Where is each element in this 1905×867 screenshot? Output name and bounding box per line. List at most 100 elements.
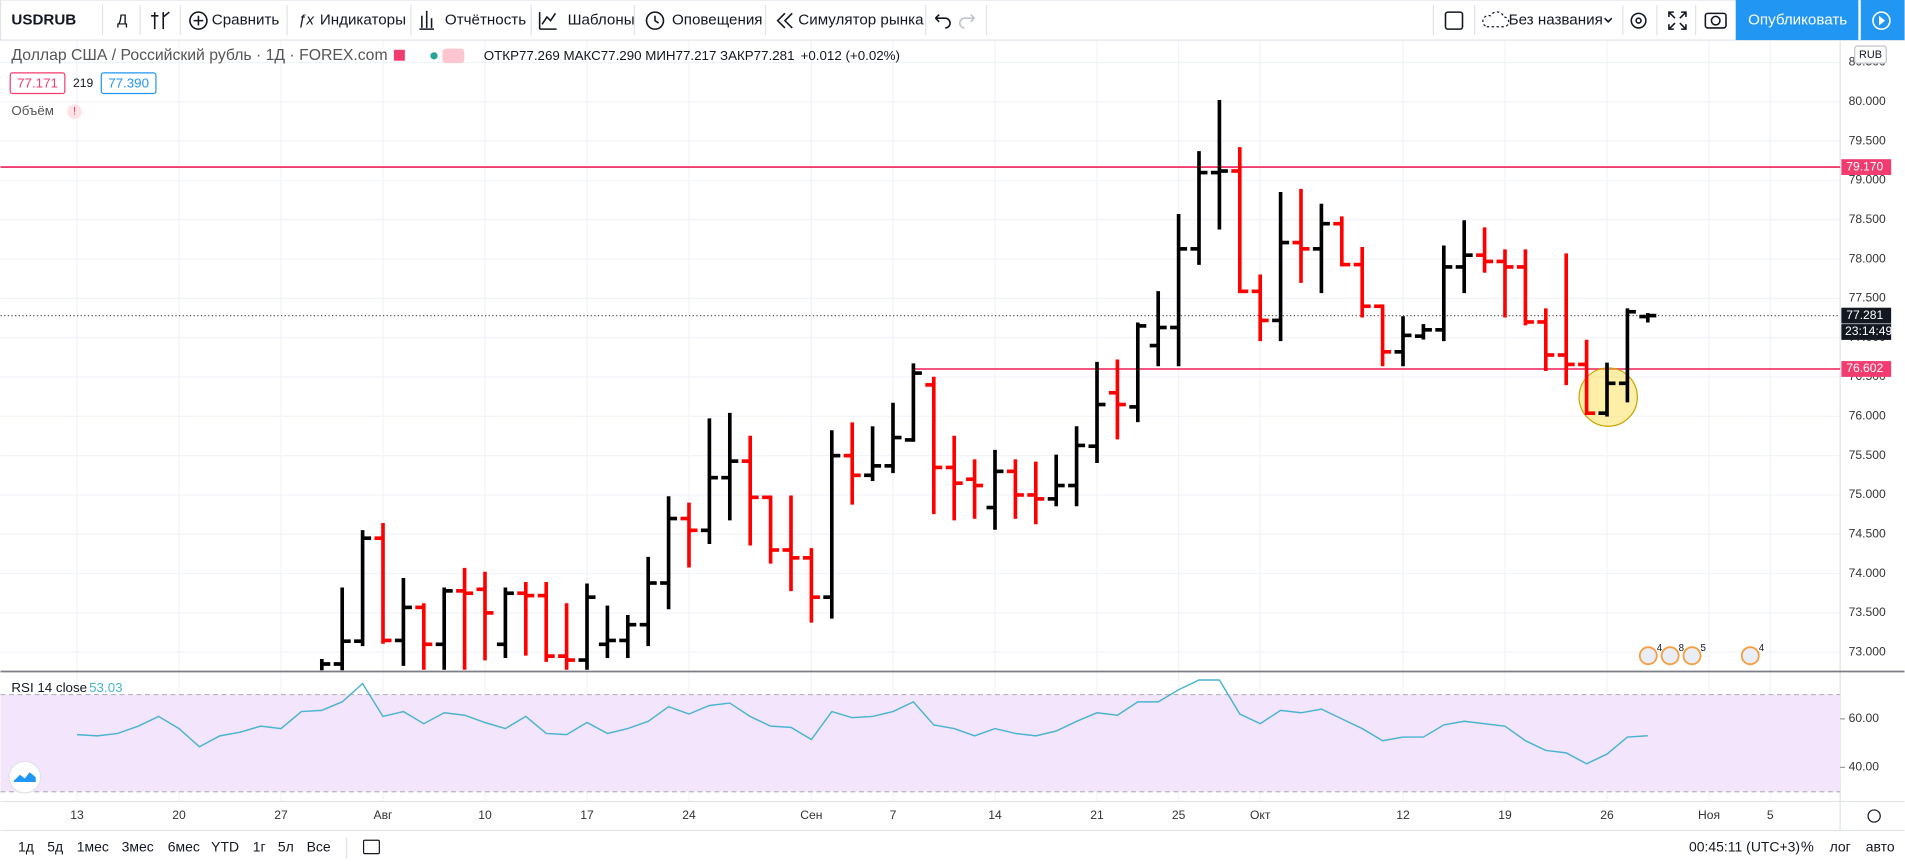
bid-box xyxy=(9,72,66,95)
ask: 77.390 xyxy=(108,75,149,90)
range-button[interactable]: 5л xyxy=(278,838,294,854)
rsi-value: 53.03 xyxy=(89,680,122,695)
alerts[interactable]: Оповещения xyxy=(672,12,763,29)
y-tick-label: 76.000 xyxy=(1849,409,1886,423)
log[interactable]: лог xyxy=(1830,838,1851,854)
symbol[interactable]: USDRUB xyxy=(11,12,76,29)
rsi-line xyxy=(76,679,1648,765)
y-tick-label: 78.000 xyxy=(1849,251,1886,265)
cloud-icon[interactable] xyxy=(1482,11,1510,28)
last-price-bg xyxy=(1841,307,1892,324)
volume-warning xyxy=(67,104,82,119)
range-button[interactable]: 3мес xyxy=(122,838,154,854)
logo-wave xyxy=(13,772,36,782)
auto[interactable]: авто xyxy=(1866,838,1895,854)
ohlc-key: МИН xyxy=(645,47,675,62)
countdown-bg xyxy=(1841,324,1892,340)
redo[interactable] xyxy=(959,14,975,29)
price-pane xyxy=(0,100,1841,671)
event-count: 8 xyxy=(1679,643,1684,654)
undo[interactable] xyxy=(934,14,951,29)
range-button[interactable]: 1д xyxy=(18,838,34,854)
compare[interactable]: Сравнить xyxy=(212,12,280,29)
replay[interactable]: Симулятор рынка xyxy=(798,12,924,29)
y-tick-label: 73.000 xyxy=(1849,644,1886,658)
x-tick-label: Окт xyxy=(1250,808,1271,822)
y-tick-label: 80.000 xyxy=(1849,94,1886,108)
x-tick-label: 20 xyxy=(172,808,186,822)
countdown: 23:14:49 xyxy=(1845,324,1892,338)
alerts-icon[interactable] xyxy=(645,11,665,30)
financials[interactable]: Отчётность xyxy=(445,12,526,29)
bar-style-icon[interactable] xyxy=(151,11,170,30)
y-tick-label: 74.000 xyxy=(1849,566,1886,580)
publish[interactable]: Опубликовать xyxy=(1748,12,1847,29)
financials-icon[interactable] xyxy=(419,10,434,30)
event-badge[interactable] xyxy=(1682,646,1702,666)
price-label: 79.170 xyxy=(1846,159,1883,173)
compare-icon[interactable] xyxy=(189,11,208,30)
fx-icon[interactable]: ƒx xyxy=(298,12,315,29)
interval[interactable]: Д xyxy=(117,12,127,29)
event-count: 4 xyxy=(1657,643,1663,654)
layout-name[interactable]: Без названия xyxy=(1509,12,1603,29)
event-badge[interactable] xyxy=(1638,646,1658,666)
range-button[interactable]: 5д xyxy=(47,838,63,854)
range-button[interactable]: 1мес xyxy=(77,838,109,854)
y-tick-label: 75.000 xyxy=(1849,487,1886,501)
settings[interactable] xyxy=(1630,12,1647,29)
layout-dropdown[interactable] xyxy=(1604,17,1613,23)
rsi-tick-label: 60.00 xyxy=(1849,711,1880,725)
ohlc-key: ОТКР xyxy=(484,47,519,62)
toolbar-bg xyxy=(0,0,1905,41)
y-tick-label: 73.500 xyxy=(1849,605,1886,619)
spread: 219 xyxy=(73,76,93,90)
y-tick-label: 75.500 xyxy=(1849,448,1886,462)
rsi-tick-label: 40.00 xyxy=(1849,760,1880,774)
y-tick-label: 77.500 xyxy=(1849,291,1886,305)
rsi-title: RSI 14 close xyxy=(11,680,87,695)
event-count: 5 xyxy=(1701,643,1706,654)
x-tick-label: 13 xyxy=(70,808,84,822)
event-badge[interactable] xyxy=(1740,646,1760,666)
market-open xyxy=(430,52,438,60)
range-button[interactable]: YTD xyxy=(211,838,239,854)
publish-button[interactable] xyxy=(1735,0,1859,41)
event-count: 4 xyxy=(1759,643,1765,654)
select-box[interactable] xyxy=(1444,11,1464,30)
x-tick-label: 27 xyxy=(274,808,288,822)
ohlc-value: 77.290 xyxy=(601,47,642,62)
price-label-bg xyxy=(1841,159,1892,175)
templates-icon[interactable] xyxy=(538,12,557,30)
indicators[interactable]: Индикаторы xyxy=(320,12,406,29)
bid: 77.171 xyxy=(17,75,58,90)
logo xyxy=(8,760,42,794)
goto-date[interactable] xyxy=(362,839,380,855)
x-tick-label: 7 xyxy=(890,808,897,822)
x-tick-label: 12 xyxy=(1396,808,1410,822)
x-tick-label: 5 xyxy=(1767,808,1774,822)
ohlc-value: 77.217 xyxy=(676,47,717,62)
ohlc-value: 77.269 xyxy=(519,47,560,62)
flag xyxy=(393,49,405,61)
warning-mark: ! xyxy=(73,106,76,118)
range-button[interactable]: 6мес xyxy=(168,838,200,854)
range-button[interactable]: 1г xyxy=(253,838,266,854)
y-tick-label: 79.500 xyxy=(1849,133,1886,147)
event-badge[interactable] xyxy=(1660,646,1680,666)
axis-settings[interactable] xyxy=(1867,809,1881,823)
templates[interactable]: Шаблоны xyxy=(568,12,635,29)
ohlc-value: 77.281 xyxy=(754,47,795,62)
data-badge xyxy=(442,48,465,64)
y-tick-label: 79.000 xyxy=(1849,173,1886,187)
fullscreen[interactable] xyxy=(1668,11,1687,30)
percent[interactable]: % xyxy=(1801,839,1814,855)
y-tick-label: 74.500 xyxy=(1849,526,1886,540)
x-tick-label: Ноя xyxy=(1698,808,1720,822)
snapshot[interactable] xyxy=(1704,12,1727,29)
replay-icon[interactable] xyxy=(776,12,793,29)
range-button[interactable]: Все xyxy=(307,838,331,854)
x-tick-label: 14 xyxy=(988,808,1002,822)
ask-box xyxy=(100,72,157,95)
x-tick-label: Сен xyxy=(800,808,822,822)
